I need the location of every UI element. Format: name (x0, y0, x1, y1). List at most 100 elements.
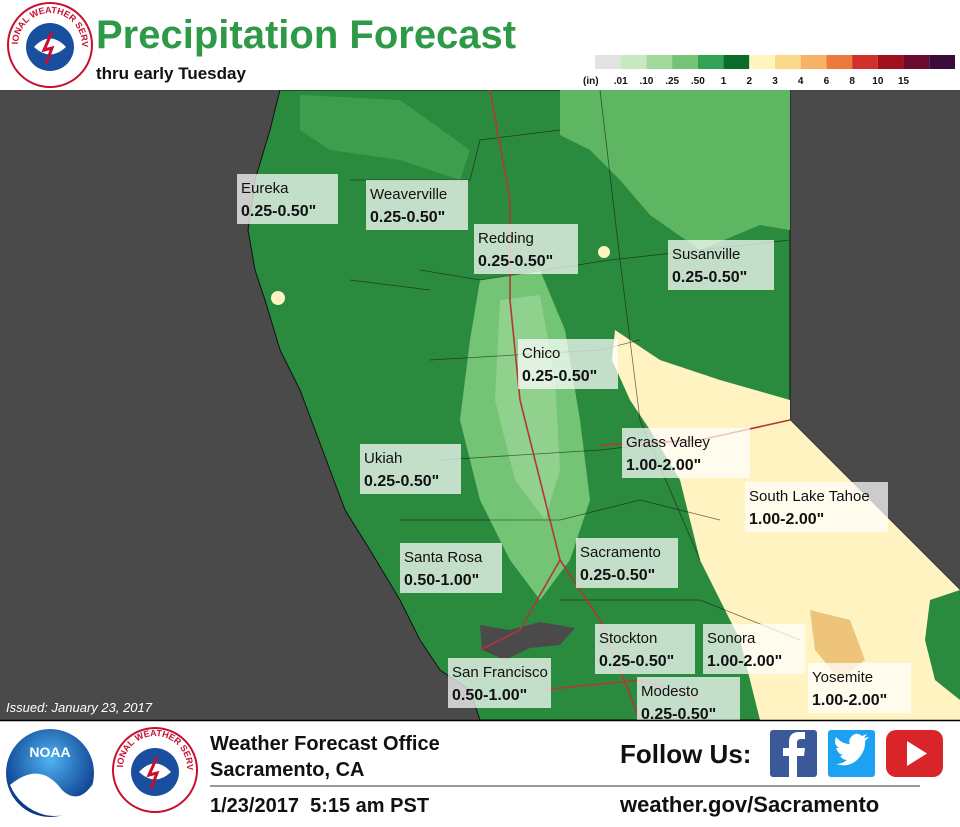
label-box (622, 428, 750, 478)
legend-swatch (595, 55, 621, 69)
location-label: Weaverville 0.25-0.50" (366, 180, 468, 230)
location-range: 1.00-2.00" (812, 692, 887, 709)
legend-label: 8 (849, 76, 855, 87)
location-name: Chico (522, 345, 560, 362)
legend-label: 2 (747, 76, 753, 87)
facebook-icon[interactable] (770, 730, 817, 777)
location-label: Grass Valley 1.00-2.00" (622, 428, 750, 478)
legend-swatch (697, 55, 724, 69)
url[interactable]: weather.gov/Sacramento (619, 792, 879, 817)
location-range: 1.00-2.00" (749, 511, 824, 528)
label-box (360, 444, 461, 494)
legend-swatch (903, 55, 930, 69)
legend-swatch (749, 55, 775, 69)
location-label: Sonora 1.00-2.00" (703, 624, 805, 674)
legend-label: .10 (639, 76, 653, 87)
legend-swatch (775, 55, 801, 69)
location-label: Santa Rosa 0.50-1.00" (400, 543, 502, 593)
location-range: 1.00-2.00" (626, 457, 701, 474)
location-range: 0.25-0.50" (370, 209, 445, 226)
label-box (668, 240, 774, 290)
location-name: Yosemite (812, 669, 873, 686)
location-label: Ukiah 0.25-0.50" (360, 444, 461, 494)
location-label: Sacramento 0.25-0.50" (576, 538, 678, 588)
legend: (in) .01 .10 .25 .50 1 2 3 4 6 8 10 15 (583, 55, 955, 87)
label-box (474, 224, 578, 274)
location-label: Chico 0.25-0.50" (518, 339, 618, 389)
twitter-icon[interactable] (828, 730, 875, 777)
location-label: Susanville 0.25-0.50" (668, 240, 774, 290)
legend-label: 15 (898, 76, 910, 87)
label-box (808, 663, 911, 713)
location-range: 0.25-0.50" (478, 253, 553, 270)
location-label: San Francisco 0.50-1.00" (448, 658, 551, 708)
location-name: Sacramento (580, 544, 661, 561)
legend-swatch (877, 55, 904, 69)
office: Weather Forecast Office (210, 733, 440, 755)
label-box (518, 339, 618, 389)
office-city: Sacramento, CA (210, 759, 365, 781)
location-range: 1.00-2.00" (707, 653, 782, 670)
legend-swatch (826, 55, 853, 69)
legend-swatch (723, 55, 750, 69)
legend-label: 1 (721, 76, 727, 87)
location-range: 0.25-0.50" (522, 368, 597, 385)
map (0, 90, 960, 720)
location-labels: Eureka0.25-0.50"Weaverville0.25-0.50"Red… (237, 174, 911, 727)
legend-swatch (800, 55, 827, 69)
youtube-icon[interactable] (886, 730, 943, 777)
noaa-logo: NOAA (6, 729, 94, 817)
issue-time: 1/23/2017 5:15 am PST (210, 795, 429, 817)
legend-label: .50 (691, 76, 705, 87)
legend-label: 4 (798, 76, 804, 87)
location-label: Stockton 0.25-0.50" (595, 624, 695, 674)
location-label: Eureka 0.25-0.50" (237, 174, 338, 224)
legend-label: 6 (824, 76, 830, 87)
location-label: South Lake Tahoe 1.00-2.00" (745, 482, 888, 532)
location-label: Redding 0.25-0.50" (474, 224, 578, 274)
label-box (745, 482, 888, 532)
label-box (595, 624, 695, 674)
noaa-logo-text: NOAA (29, 744, 70, 760)
location-range: 0.25-0.50" (599, 653, 674, 670)
location-range: 0.25-0.50" (580, 567, 655, 584)
location-name: Eureka (241, 180, 289, 197)
location-name: Ukiah (364, 450, 402, 467)
location-label: Modesto 0.25-0.50" (637, 677, 740, 727)
legend-label: 10 (872, 76, 884, 87)
location-range: 0.25-0.50" (241, 203, 316, 220)
location-name: Grass Valley (626, 434, 710, 451)
issued: Issued: January 23, 2017 (6, 700, 153, 715)
location-name: South Lake Tahoe (749, 488, 870, 505)
follow: Follow Us: (620, 739, 751, 769)
label-box (448, 658, 551, 708)
legend-unit: (in) (583, 76, 599, 87)
legend-label: .01 (614, 76, 628, 87)
label-box (703, 624, 805, 674)
subtitle: thru early Tuesday (96, 64, 246, 83)
location-range: 0.25-0.50" (641, 706, 716, 723)
location-name: Susanville (672, 246, 740, 263)
legend-swatch (620, 55, 647, 69)
legend-swatch (929, 55, 955, 69)
location-name: Redding (478, 230, 534, 247)
location-range: 0.50-1.00" (404, 572, 479, 589)
location-range: 0.50-1.00" (452, 687, 527, 704)
location-range: 0.25-0.50" (672, 269, 747, 286)
label-box (400, 543, 502, 593)
legend-swatch (852, 55, 878, 69)
label-box (576, 538, 678, 588)
location-name: San Francisco (452, 664, 548, 681)
location-name: Stockton (599, 630, 657, 647)
legend-swatch (672, 55, 698, 69)
location-name: Sonora (707, 630, 756, 647)
legend-swatch (646, 55, 673, 69)
location-name: Weaverville (370, 186, 447, 203)
location-label: Yosemite 1.00-2.00" (808, 663, 911, 713)
legend-label: 3 (772, 76, 778, 87)
title: Precipitation Forecast (96, 13, 516, 57)
location-name: Santa Rosa (404, 549, 483, 566)
label-box (637, 677, 740, 727)
